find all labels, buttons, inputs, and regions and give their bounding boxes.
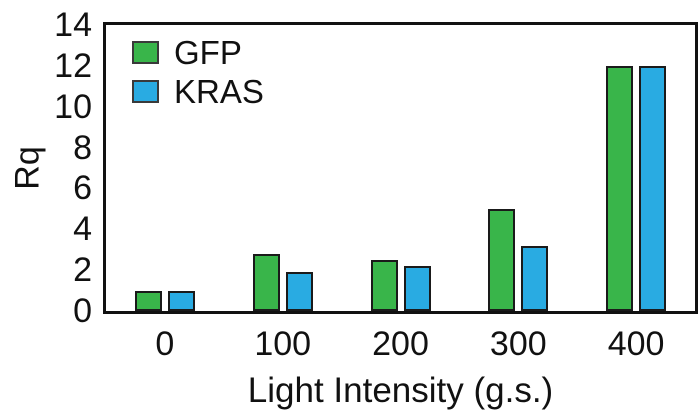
bar-kras-400 [639, 66, 667, 311]
bar-kras-200 [403, 266, 431, 311]
bar-gfp-0 [134, 291, 162, 311]
x-tick-label-200: 200 [372, 325, 429, 363]
bar-gfp-300 [488, 209, 516, 311]
y-tick-label-2: 2 [73, 251, 92, 290]
bar-gfp-100 [252, 254, 280, 311]
plot-area: GFP KRAS [103, 22, 698, 314]
x-tick-label-300: 300 [489, 325, 547, 363]
y-tick-label-12: 12 [54, 46, 92, 85]
legend: GFP KRAS [132, 35, 264, 113]
bar-kras-300 [521, 246, 549, 311]
y-tick-label-6: 6 [73, 169, 92, 208]
x-tick-label-0: 0 [155, 325, 175, 363]
x-axis-title: Light Intensity (g.s.) [247, 371, 554, 410]
bar-gfp-200 [370, 260, 398, 311]
bar-kras-0 [167, 291, 195, 311]
legend-swatch-kras [132, 79, 159, 103]
legend-item-gfp: GFP [132, 35, 264, 69]
legend-label-kras: KRAS [174, 72, 264, 110]
y-tick-label-4: 4 [73, 210, 92, 249]
legend-label-gfp: GFP [174, 33, 242, 71]
y-axis-ticks: 0 2 4 6 8 10 12 14 [0, 8, 92, 328]
y-tick-label-8: 8 [73, 128, 92, 167]
x-tick-label-400: 400 [607, 325, 665, 363]
y-tick-label-14: 14 [54, 6, 92, 44]
bar-kras-100 [285, 272, 313, 311]
legend-swatch-gfp [132, 40, 159, 64]
x-tick-label-100: 100 [254, 325, 312, 363]
y-tick-label-10: 10 [54, 87, 92, 126]
legend-item-kras: KRAS [132, 74, 264, 108]
y-tick-label-0: 0 [73, 292, 92, 330]
x-axis-ticks: 0 100 200 300 400 [103, 326, 698, 366]
bar-gfp-400 [606, 66, 634, 311]
